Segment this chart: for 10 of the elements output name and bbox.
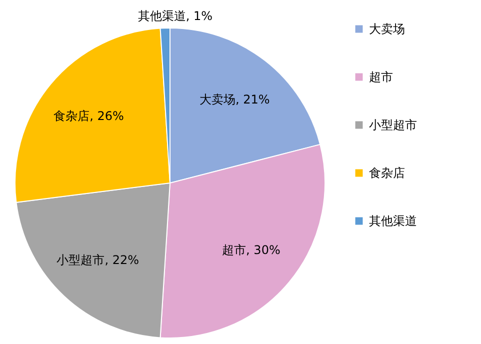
legend-label: 超市: [369, 70, 393, 84]
legend-label: 大卖场: [369, 22, 405, 36]
data-label: 大卖场, 21%: [199, 92, 270, 107]
legend-label: 小型超市: [369, 118, 417, 132]
data-label: 其他渠道, 1%: [138, 9, 213, 24]
data-label: 食杂店, 26%: [54, 108, 124, 123]
data-label: 超市, 30%: [222, 243, 280, 258]
legend-label: 其他渠道: [369, 214, 417, 228]
legend-label: 食杂店: [369, 166, 405, 180]
data-label: 小型超市, 22%: [56, 252, 140, 267]
